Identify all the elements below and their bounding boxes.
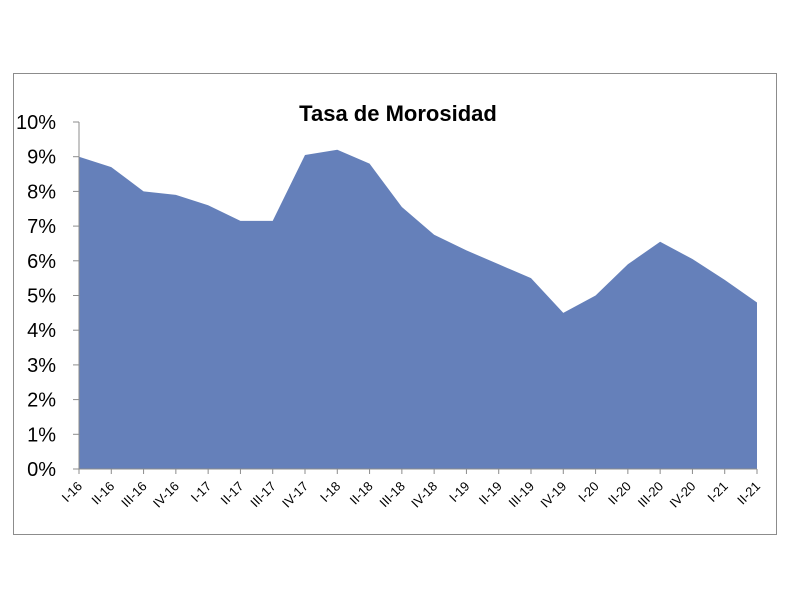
x-tick-label: I-18 [317,479,343,505]
y-tick-labels: 0% 1% 2% 3% 4% 5% 6% 7% 8% 9% 10% [16,112,56,481]
x-tick-label: II-16 [88,479,117,508]
x-tick-label: IV-16 [150,479,182,511]
y-tick-label: 5% [27,286,56,308]
x-tick-label: I-17 [188,479,214,505]
y-tick-label: 9% [27,147,56,169]
area-series-0 [79,149,757,469]
x-tick-label: I-20 [575,479,601,505]
x-tick-label: I-19 [446,479,472,505]
y-tick-label: 8% [27,181,56,203]
x-tick-label: III-16 [118,479,150,511]
y-tick-label: 6% [27,251,56,273]
x-tick-labels: I-16 II-16 III-16 IV-16 I-17 II-17 III-17 IV-17… [59,479,763,511]
y-tick-label: 4% [27,320,56,342]
y-tick-label: 10% [16,112,56,134]
x-tick-label: IV-19 [537,479,569,511]
y-tick-label: 0% [27,459,56,481]
x-tick-label: II-20 [605,479,634,508]
x-tick-label: II-21 [734,479,763,508]
x-tick-label: II-17 [218,479,247,508]
y-tick-label: 7% [27,216,56,238]
x-tick-label: IV-18 [408,479,440,511]
x-tick-label: IV-20 [666,479,698,511]
x-tick-label: III-17 [247,479,279,511]
axis-layer [73,121,758,474]
x-tick-label: I-21 [704,479,730,505]
x-tick-label: I-16 [59,479,85,505]
x-tick-label: II-19 [476,479,505,508]
x-tick-label: IV-17 [279,479,311,511]
y-tick-label: 1% [27,424,56,446]
y-tick-label: 3% [27,355,56,377]
chart-title: Tasa de Morosidad [299,101,497,126]
y-tick-label: 2% [27,390,56,412]
x-tick-label: III-20 [635,479,667,511]
x-tick-label: III-18 [376,479,408,511]
x-tick-label: III-19 [506,479,538,511]
x-tick-label: II-18 [347,479,376,508]
area-layer [79,149,757,469]
